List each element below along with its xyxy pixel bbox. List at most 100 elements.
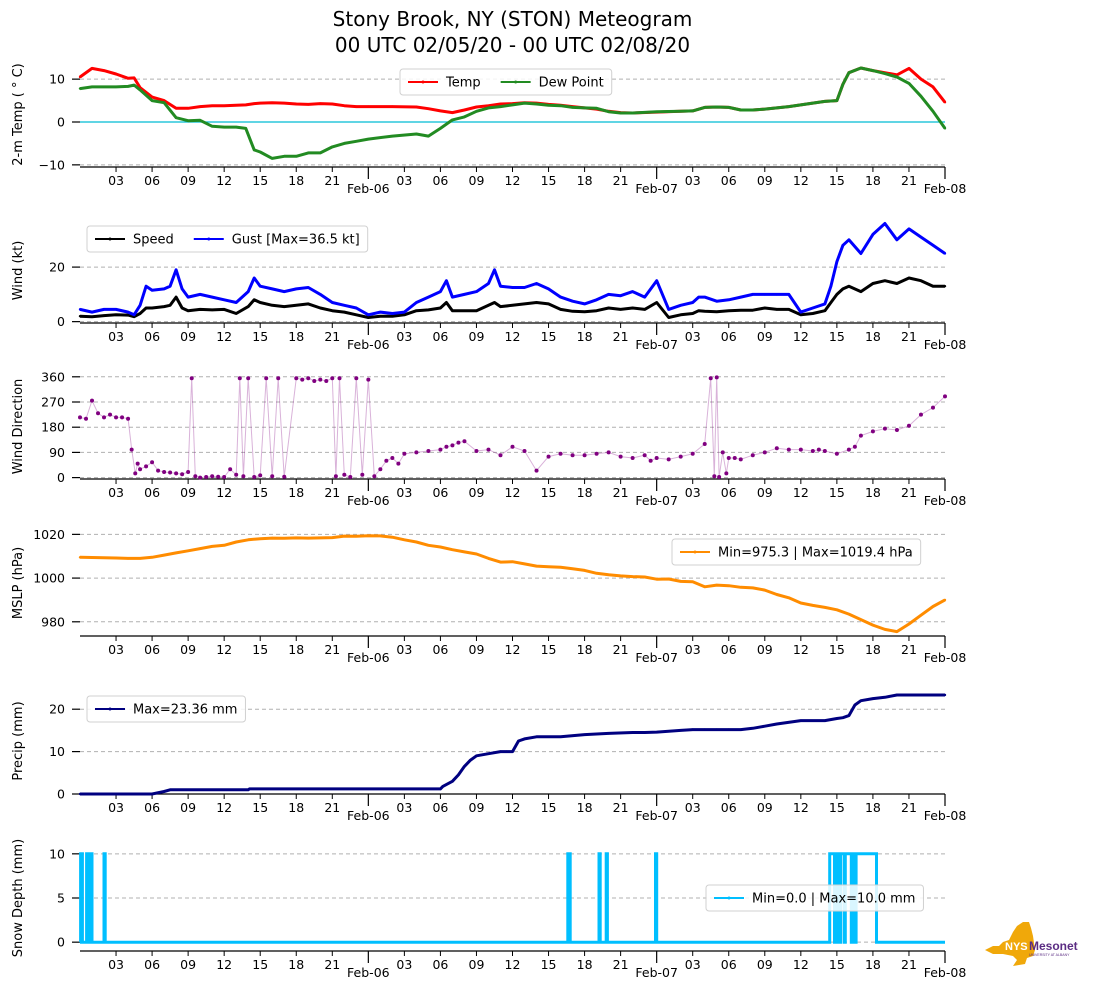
x-tick-label: 18 — [577, 485, 593, 500]
x-tick-label: 09 — [180, 800, 196, 815]
data-point — [523, 737, 526, 741]
data-point — [271, 287, 274, 291]
data-point — [499, 560, 502, 564]
data-point — [943, 598, 947, 602]
x-tick-label: 21 — [324, 957, 340, 972]
data-point — [162, 287, 166, 291]
data-point — [234, 540, 238, 544]
wind-direction-point — [174, 471, 179, 476]
data-point — [451, 309, 454, 312]
data-point — [655, 730, 658, 734]
x-tick-label: 03 — [396, 642, 412, 657]
x-tick-label: 03 — [108, 173, 124, 188]
wind-direction-point — [618, 454, 623, 459]
data-point — [469, 758, 472, 762]
data-point — [823, 606, 827, 609]
wind-direction-point — [534, 468, 539, 473]
data-point — [715, 310, 718, 314]
data-point — [631, 731, 634, 734]
data-point — [331, 145, 334, 149]
data-point — [835, 608, 839, 611]
data-point — [919, 279, 923, 282]
chart-title: Stony Brook, NY (STON) Meteogram 00 UTC … — [0, 6, 1025, 58]
data-point — [511, 286, 514, 289]
data-point — [295, 304, 298, 307]
data-point — [727, 298, 730, 302]
wind-direction-point — [570, 453, 575, 458]
data-point — [535, 301, 538, 304]
data-point — [162, 101, 166, 104]
x-tick-label: 15 — [252, 957, 268, 972]
data-point — [331, 301, 334, 304]
x-tick-label: 18 — [577, 957, 593, 972]
data-point — [168, 788, 172, 791]
data-point — [234, 104, 238, 107]
wind-direction-point — [786, 447, 791, 452]
data-point — [463, 765, 466, 768]
data-point — [715, 728, 718, 731]
data-point — [667, 577, 670, 581]
data-point — [244, 103, 247, 107]
x-tick-label: 18 — [865, 329, 881, 344]
wind-direction-point — [630, 456, 635, 460]
x-tick-label: 09 — [180, 485, 196, 500]
data-point — [655, 279, 658, 282]
x-date-label: Feb-07 — [635, 493, 678, 508]
data-point — [126, 77, 130, 80]
data-point — [841, 83, 845, 86]
data-point — [841, 287, 845, 291]
data-point — [847, 71, 851, 74]
wind-direction-point — [312, 379, 317, 383]
x-date-label: Feb-06 — [347, 965, 390, 980]
wind-direction-point — [246, 376, 251, 381]
data-point — [168, 304, 172, 307]
data-point — [150, 99, 154, 102]
x-tick-label: 18 — [288, 957, 304, 972]
wind-direction-point — [414, 450, 419, 455]
x-tick-label: 03 — [685, 957, 701, 972]
data-point — [78, 308, 82, 311]
data-point — [907, 276, 911, 280]
data-point — [619, 574, 622, 578]
data-point — [246, 290, 250, 293]
x-tick-label: 21 — [901, 642, 917, 657]
x-tick-label: 09 — [469, 173, 485, 188]
data-point — [907, 693, 911, 697]
data-point — [871, 623, 875, 627]
x-tick-label: 06 — [144, 642, 160, 657]
data-point — [78, 75, 82, 79]
data-point — [295, 102, 298, 106]
x-tick-label: 06 — [432, 957, 448, 972]
data-point — [138, 88, 142, 92]
data-point — [295, 536, 298, 540]
x-tick-label: 18 — [288, 485, 304, 500]
data-point — [487, 557, 490, 560]
legend-label: Min=0.0 | Max=10.0 mm — [752, 892, 915, 907]
data-point — [367, 316, 370, 319]
data-point — [799, 310, 803, 314]
x-date-label: Feb-08 — [924, 650, 967, 665]
data-point — [150, 95, 154, 99]
x-tick-label: 06 — [721, 329, 737, 344]
data-point — [775, 106, 779, 110]
data-point — [156, 791, 160, 794]
data-point — [655, 577, 658, 581]
data-point — [244, 127, 247, 130]
data-point — [283, 305, 286, 308]
data-point — [343, 304, 346, 307]
x-tick-label: 06 — [144, 485, 160, 500]
data-point — [505, 750, 508, 753]
data-point — [253, 148, 256, 152]
wind-direction-point — [882, 426, 887, 431]
data-point — [829, 284, 833, 288]
wind-direction-point — [582, 453, 587, 458]
data-point — [535, 735, 538, 738]
x-date-label: Feb-06 — [347, 493, 390, 508]
wind-direction-point — [276, 376, 281, 381]
x-tick-label: 03 — [396, 329, 412, 344]
data-point — [90, 315, 94, 318]
data-point — [679, 729, 682, 732]
y-tick-label: 20 — [49, 702, 65, 717]
wind-direction-point — [150, 460, 155, 465]
wind-direction-point — [186, 470, 191, 474]
